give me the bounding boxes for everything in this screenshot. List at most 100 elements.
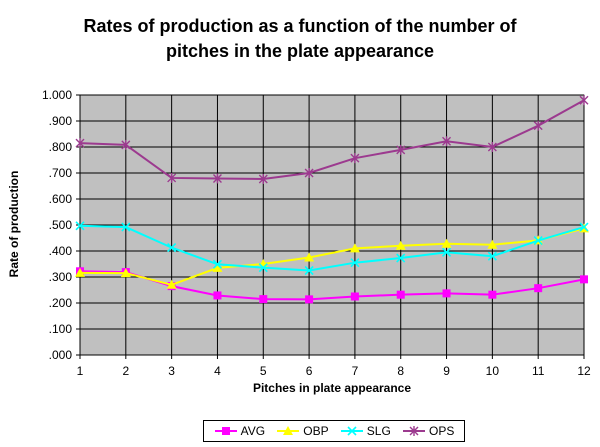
data-point-slg-stroke	[304, 265, 314, 276]
legend-label-ops: OPS	[429, 424, 455, 438]
chart-title-line-2: pitches in the plate appearance	[165, 41, 435, 61]
chart-legend: AVG OBP SLG OPS	[203, 420, 465, 442]
series-line-slg	[79, 224, 585, 272]
line-chart: .000 .100 .200 .300 .400 .500 .600 .700 .800 .900…	[42, 88, 591, 378]
series-slg	[75, 221, 589, 276]
data-point-ops	[121, 139, 131, 150]
data-point-avg	[259, 295, 268, 304]
x-tick-label: 4	[214, 364, 221, 378]
data-point-slg-stroke	[75, 221, 85, 231]
legend-label-avg: AVG	[240, 424, 266, 438]
data-point-avg	[350, 292, 359, 301]
data-point-ops	[487, 142, 497, 152]
legend-marker-ops	[409, 426, 419, 436]
legend-swatch-avg	[214, 425, 238, 437]
legend-marker-avg	[221, 427, 230, 435]
data-point-slg	[487, 251, 497, 261]
x-tick-label: 7	[352, 364, 359, 378]
y-tick-label: .200	[49, 296, 73, 310]
data-point-ops	[533, 120, 543, 131]
legend-swatch-graphic	[340, 426, 363, 436]
data-point-slg-stroke	[396, 253, 406, 263]
legend-marker-slg	[347, 426, 357, 436]
y-tick-label: .700	[49, 166, 73, 180]
data-point-obp	[441, 238, 452, 248]
data-point-slg-stroke	[533, 236, 543, 246]
data-point-slg-stroke	[258, 263, 268, 273]
y-tick-label: .100	[49, 322, 73, 336]
data-point-ops	[442, 136, 452, 147]
legend-label-obp: OBP	[303, 424, 329, 438]
x-tick-label: 9	[443, 364, 450, 378]
data-point-obp	[349, 243, 360, 253]
data-point-slg-stroke	[212, 259, 223, 269]
data-point-slg	[441, 247, 452, 257]
data-point-avg	[396, 290, 405, 299]
data-point-slg-stroke	[579, 222, 589, 232]
legend-label-slg: SLG	[366, 424, 391, 438]
data-point-ops	[396, 144, 406, 155]
data-point-obp	[304, 252, 315, 262]
legend-swatch-slg	[340, 425, 364, 437]
data-point-slg-stroke	[350, 258, 360, 268]
data-point-ops	[350, 153, 360, 164]
chart-title: Rates of production as a function of the…	[0, 14, 600, 64]
y-tick-label: .000	[49, 348, 73, 362]
y-tick-label: .900	[49, 114, 73, 128]
data-point-slg	[258, 263, 268, 273]
data-point-slg-stroke	[441, 247, 452, 257]
x-tick-label: 3	[168, 364, 175, 378]
data-point-slg	[396, 253, 406, 263]
legend-swatch-graphic	[277, 426, 300, 435]
legend-item-slg: SLG	[340, 424, 391, 438]
data-point-slg-stroke	[167, 243, 177, 253]
y-tick-label: .400	[49, 244, 73, 258]
data-point-avg	[534, 284, 543, 293]
data-point-avg	[580, 275, 588, 284]
legend-item-ops: OPS	[402, 424, 454, 438]
data-point-avg	[213, 291, 222, 300]
y-tick-label: .800	[49, 140, 73, 154]
x-tick-label: 10	[486, 364, 500, 378]
data-point-obp	[212, 262, 223, 272]
data-point-slg-stroke	[487, 251, 497, 261]
data-point-slg-stroke	[121, 222, 131, 232]
y-tick-label: .600	[49, 192, 73, 206]
legend-swatch-obp	[276, 425, 300, 437]
y-tick-label: .500	[49, 218, 73, 232]
legend-swatch-ops	[402, 425, 426, 437]
data-point-slg	[350, 258, 360, 268]
legend-marker-obp	[283, 426, 294, 435]
x-tick-label: 12	[577, 364, 591, 378]
data-point-ops	[304, 168, 314, 178]
data-point-slg	[212, 259, 223, 269]
legend-marker-slg-stroke	[347, 426, 357, 436]
x-tick-label: 6	[306, 364, 313, 378]
series-line-obp	[79, 227, 585, 286]
data-point-obp	[120, 268, 131, 278]
data-point-avg	[442, 289, 451, 298]
series-ops	[75, 95, 589, 184]
data-point-obp	[166, 279, 177, 289]
legend-swatch-graphic	[214, 427, 237, 435]
legend-swatch-graphic	[403, 426, 426, 436]
y-tick-label: 1.000	[42, 88, 72, 102]
x-tick-label: 8	[397, 364, 404, 378]
x-tick-label: 5	[260, 364, 267, 378]
data-point-ops	[258, 173, 268, 184]
legend-item-obp: OBP	[276, 424, 329, 438]
chart-title-line-1: Rates of production as a function of the…	[83, 16, 517, 36]
data-point-ops	[212, 173, 222, 184]
legend-item-avg: AVG	[214, 424, 265, 438]
data-point-slg	[75, 221, 85, 231]
data-point-avg	[488, 290, 497, 299]
data-point-ops	[75, 138, 85, 149]
data-point-slg	[304, 265, 314, 276]
data-point-ops	[167, 172, 177, 183]
data-point-avg	[305, 295, 314, 304]
data-point-ops	[579, 95, 589, 106]
series-line-ops	[79, 99, 585, 180]
data-point-slg	[121, 222, 131, 232]
data-point-obp	[75, 267, 85, 277]
y-tick-label: .300	[49, 270, 73, 284]
